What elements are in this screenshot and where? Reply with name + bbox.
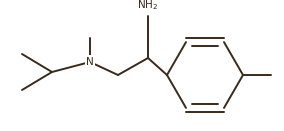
Text: NH$_2$: NH$_2$ — [137, 0, 158, 12]
Text: N: N — [86, 57, 94, 67]
